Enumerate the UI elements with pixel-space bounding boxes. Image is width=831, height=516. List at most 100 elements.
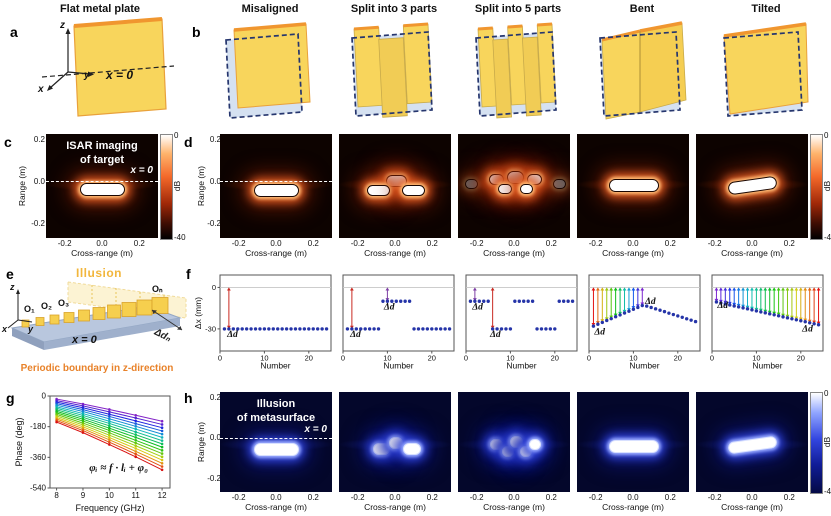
- plot-box: [711, 274, 824, 352]
- data-point: [768, 312, 772, 316]
- strip-edge: [403, 22, 429, 28]
- data-point: [693, 319, 698, 324]
- arrowhead: [714, 287, 719, 291]
- x-tick: 8: [54, 491, 59, 500]
- marker: [81, 419, 85, 423]
- x-axis-label: Cross-range (m): [245, 502, 307, 512]
- x-arrowhead: [47, 85, 53, 91]
- data-point: [745, 307, 750, 311]
- colorbar-min: -40: [824, 487, 831, 496]
- x-tick: 20: [797, 354, 805, 363]
- x-tick: -0.2: [231, 493, 246, 502]
- arrowhead: [812, 287, 817, 291]
- marker: [134, 441, 138, 445]
- cell: [49, 314, 60, 325]
- phase-chart: 8 9 10 11 12 0 -180 -360 -540 Frequency (GHz) Phas…: [14, 392, 171, 513]
- panel-label-d: d: [184, 134, 193, 150]
- data-point: [605, 318, 609, 323]
- illusion-heatmap-misaligned: Illusion of metasurface x = 0: [220, 392, 332, 492]
- heatmap-blob: [402, 443, 421, 455]
- scatter-tilted: 0 10 20 Number Δd Δd: [710, 274, 824, 370]
- tilted-drawing: [723, 22, 809, 117]
- marker: [81, 427, 85, 431]
- data-point: [627, 309, 631, 313]
- y-tick: -540: [30, 484, 47, 493]
- marker: [134, 419, 138, 423]
- y-axis: [17, 319, 33, 323]
- x-ticks: -0.2 0.0 0.2: [458, 493, 570, 502]
- arrowhead: [609, 287, 614, 291]
- panel-b: b Misaligned Split into 3 parts: [186, 0, 831, 128]
- colorbar-gradient: [810, 392, 823, 494]
- heatmap-blob: [509, 436, 523, 448]
- data-point: [517, 299, 521, 303]
- heatmap-blob: [79, 182, 126, 197]
- arrowhead: [754, 287, 759, 291]
- data-point: [407, 299, 412, 303]
- marker: [81, 417, 85, 421]
- marker: [108, 438, 111, 442]
- marker: [160, 429, 164, 433]
- cell-label-o3: O₃: [58, 298, 70, 308]
- delta-label: Δd: [593, 327, 605, 337]
- x-axis-label: Cross-range (m): [364, 502, 426, 512]
- marker: [108, 417, 111, 421]
- split5-drawing: [475, 22, 557, 119]
- original-outline: [599, 31, 681, 117]
- colorbar-min: -40: [824, 233, 831, 242]
- marker: [108, 410, 111, 414]
- formula-annotation: φᵢ ≈ f · lᵢ + φ₀: [89, 462, 148, 474]
- marker: [108, 433, 111, 437]
- data-point: [741, 306, 745, 310]
- plate-top-edge: [601, 29, 641, 42]
- data-point: [790, 317, 794, 321]
- plate-top-edge: [639, 21, 683, 33]
- x-tick: 0: [464, 354, 468, 363]
- delta-label: Δd: [471, 303, 483, 313]
- data-point: [421, 327, 425, 331]
- data-point: [311, 327, 315, 331]
- isar-target-heatmap: ISAR imaging of target x = 0: [46, 134, 158, 238]
- data-point: [381, 299, 385, 303]
- data-point: [267, 327, 271, 331]
- marker: [160, 468, 164, 472]
- slab-front: [44, 318, 180, 350]
- colorbar-max: 0: [174, 131, 179, 140]
- x-tick: 0.0: [270, 239, 282, 248]
- arrowhead: [613, 287, 618, 291]
- x-tick: 0: [710, 354, 714, 363]
- x-tick: -0.2: [57, 239, 72, 248]
- marker: [81, 429, 85, 432]
- marker: [108, 408, 111, 411]
- data-point: [354, 327, 359, 331]
- x0-dashline: [220, 180, 332, 182]
- x-tick: 0.0: [746, 239, 758, 248]
- arrowhead: [750, 287, 754, 291]
- marker: [81, 408, 85, 411]
- data-point: [443, 327, 447, 331]
- marker: [81, 406, 85, 410]
- strip: [378, 37, 408, 118]
- data-point: [763, 311, 767, 315]
- x-axis-label: Number: [629, 361, 659, 371]
- x-tick: 10: [105, 491, 114, 500]
- arrowhead: [490, 287, 495, 291]
- slab-side: [12, 328, 44, 350]
- x-tick: 0: [218, 354, 222, 363]
- arrowhead: [816, 287, 821, 291]
- c-title-line1: ISAR imaging: [66, 140, 138, 152]
- x-tick: 10: [506, 354, 514, 363]
- illusion-heatmap-tilted: [696, 392, 808, 492]
- marker: [55, 420, 58, 424]
- x-axis-label: x: [2, 324, 8, 334]
- data-point: [522, 299, 526, 303]
- y-axis-label: y: [28, 324, 34, 334]
- data-point: [649, 305, 653, 310]
- marker: [160, 458, 164, 462]
- data-point: [645, 304, 649, 308]
- x-axis-label: Cross-range (m): [245, 248, 307, 258]
- data-point: [390, 299, 394, 303]
- x-tick: 0.2: [545, 493, 557, 502]
- x0-annotation: x = 0: [72, 334, 97, 346]
- data-point: [689, 318, 693, 322]
